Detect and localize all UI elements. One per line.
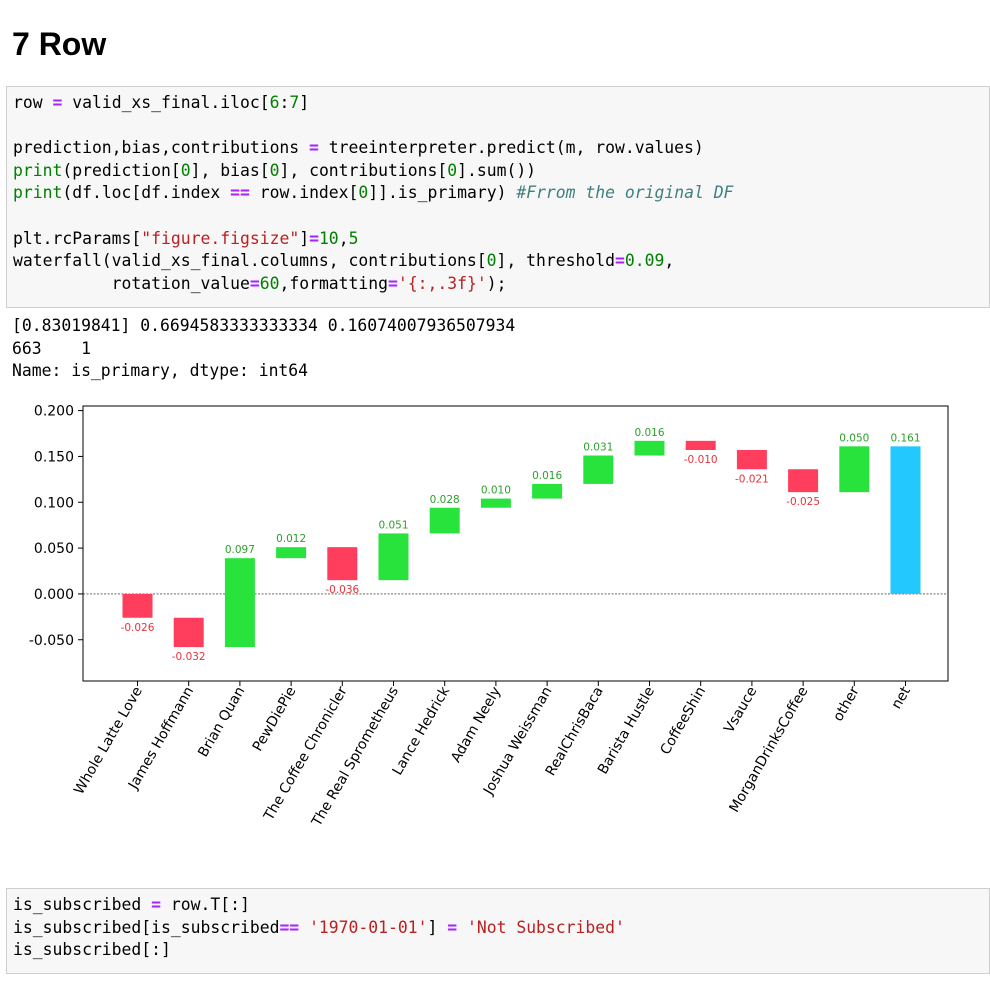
x-tick-label: CoffeeShin [657, 684, 709, 758]
waterfall-chart: -0.026 -0.032 0.097 0.012 -0.036 0.051 0.028 0.… [29, 404, 949, 830]
plot-frame [82, 405, 949, 682]
waterfall-bar [224, 558, 255, 648]
y-tick-label: 0.150 [34, 449, 74, 465]
y-tick-label: 0.000 [34, 587, 74, 603]
data-label: 0.051 [378, 519, 408, 531]
waterfall-bar [122, 593, 153, 618]
code-cell-2-source[interactable]: is_subscribed = row.T[:] is_subscribed[i… [7, 889, 989, 967]
code-cell-1[interactable]: row = valid_xs_final.iloc[6:7] predictio… [6, 86, 990, 308]
data-label: -0.021 [735, 473, 769, 485]
code-line: print(prediction[0], bias[0], contributi… [13, 160, 537, 180]
y-tick-label: 0.200 [34, 404, 74, 420]
waterfall-bar [532, 483, 563, 499]
data-label: 0.010 [481, 485, 511, 497]
data-label: 0.012 [276, 533, 306, 545]
cell-1-output: [0.83019841] 0.6694583333333334 0.160740… [12, 315, 515, 383]
code-cell-1-source[interactable]: row = valid_xs_final.iloc[6:7] predictio… [7, 87, 989, 300]
data-label: 0.016 [532, 470, 562, 482]
y-tick-label: -0.050 [29, 633, 74, 649]
waterfall-bar [685, 440, 716, 450]
data-label: 0.097 [225, 544, 255, 556]
waterfall-bar [736, 450, 767, 470]
data-label: -0.032 [172, 651, 206, 663]
data-label: -0.026 [121, 622, 155, 634]
code-line: waterfall(valid_xs_final.columns, contri… [13, 251, 675, 271]
waterfall-bar [839, 446, 870, 493]
data-label: -0.025 [786, 496, 820, 508]
waterfall-bar [788, 469, 819, 493]
y-tick-label: 0.100 [34, 495, 74, 511]
output-line: 663 1 [12, 338, 91, 358]
waterfall-bar [173, 617, 204, 648]
waterfall-bar [890, 446, 921, 594]
code-line: is_subscribed[is_subscribed== '1970-01-0… [13, 917, 625, 937]
x-tick-label: Barista Hustle [595, 684, 658, 777]
code-line: is_subscribed = row.T[:] [13, 895, 250, 914]
code-line: rotation_value=60,formatting='{:,.3f}'); [13, 273, 507, 293]
waterfall-bar [378, 533, 409, 581]
waterfall-bar [634, 440, 665, 456]
y-tick-label: 0.050 [34, 541, 74, 557]
code-line: print(df.loc[df.index == row.index[0]].i… [13, 183, 734, 203]
waterfall-bar [480, 498, 511, 508]
data-label: 0.031 [583, 442, 613, 454]
x-tick-label: Brian Quan [195, 684, 248, 760]
waterfall-bar [276, 547, 307, 559]
x-tick-label: PewDiePie [250, 684, 300, 754]
section-heading: 7 Row [12, 26, 107, 62]
code-line: is_subscribed[:] [13, 940, 171, 960]
x-tick-label: Lance Hedrick [390, 683, 454, 778]
x-tick-label: net [889, 684, 915, 712]
x-tick-label: other [830, 684, 863, 725]
x-tick-label: Adam Neely [448, 684, 504, 765]
data-label: 0.028 [430, 494, 460, 506]
code-line: plt.rcParams["figure.figsize"]=10,5 [13, 228, 359, 248]
waterfall-bar [429, 507, 460, 534]
output-line: [0.83019841] 0.6694583333333334 0.160740… [12, 316, 516, 335]
output-line: Name: is_primary, dtype: int64 [12, 361, 309, 381]
code-line: prediction,bias,contributions = treeinte… [13, 138, 704, 158]
code-line: row = valid_xs_final.iloc[6:7] [13, 93, 310, 112]
waterfall-bar [327, 547, 358, 581]
x-tick-label: Vsauce [721, 684, 760, 736]
code-cell-2[interactable]: is_subscribed = row.T[:] is_subscribed[i… [6, 888, 990, 974]
waterfall-bar [583, 455, 614, 484]
data-label: 0.016 [634, 427, 664, 439]
data-label: 0.050 [839, 432, 869, 444]
x-tick-label: The Real Sprometheus [308, 684, 402, 830]
data-label: 0.161 [890, 432, 920, 444]
data-label: -0.036 [325, 584, 359, 596]
data-label: -0.010 [684, 454, 718, 466]
